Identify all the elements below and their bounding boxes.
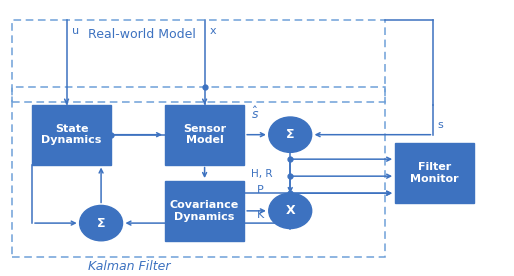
Text: Sensor
Model: Sensor Model — [183, 124, 226, 145]
Text: Filter
Monitor: Filter Monitor — [410, 162, 459, 184]
Text: Σ: Σ — [286, 128, 295, 141]
Text: s: s — [437, 120, 443, 130]
Text: Kalman Filter: Kalman Filter — [88, 260, 171, 273]
Text: X: X — [285, 204, 295, 217]
Ellipse shape — [269, 117, 311, 152]
Text: x: x — [210, 26, 216, 36]
Ellipse shape — [80, 205, 122, 241]
Text: $\hat{s}$: $\hat{s}$ — [251, 106, 259, 122]
FancyBboxPatch shape — [395, 143, 474, 203]
Text: State
Dynamics: State Dynamics — [42, 124, 102, 145]
Ellipse shape — [269, 193, 311, 229]
FancyBboxPatch shape — [165, 181, 244, 241]
Text: K: K — [257, 210, 264, 220]
Text: P: P — [257, 185, 264, 195]
Text: Real-world Model: Real-world Model — [88, 28, 196, 41]
Text: u: u — [71, 26, 79, 36]
FancyBboxPatch shape — [165, 105, 244, 164]
Text: H, R: H, R — [251, 169, 272, 179]
FancyBboxPatch shape — [32, 105, 112, 164]
Text: Covariance
Dynamics: Covariance Dynamics — [170, 200, 239, 222]
Text: Σ: Σ — [97, 217, 105, 230]
